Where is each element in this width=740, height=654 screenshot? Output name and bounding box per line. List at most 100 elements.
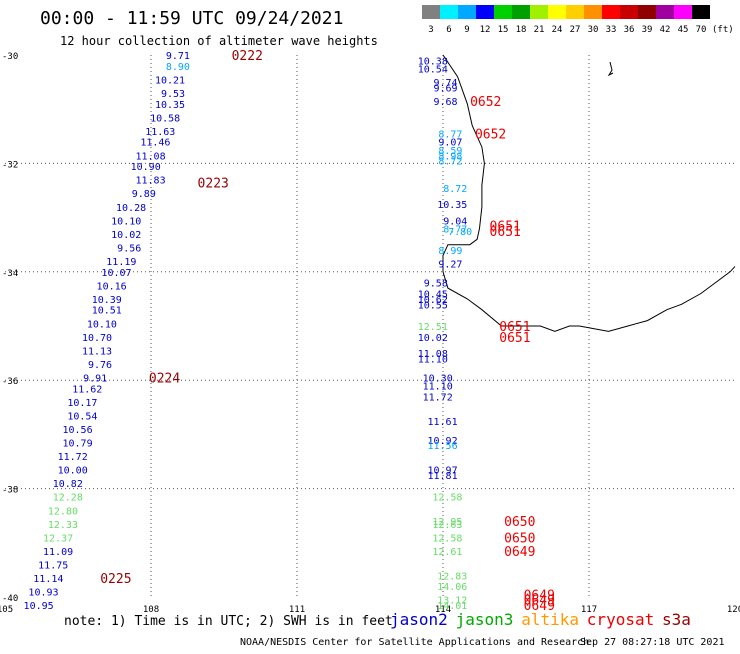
wave-height-label: 10.79 [62,439,92,450]
y-tick-label: -38 [2,486,18,496]
pass-time-label: 0652 [475,128,506,143]
y-tick-label: -32 [2,160,18,170]
color-scale-label: 18 [516,25,527,35]
wave-height-label: 11.13 [82,346,112,357]
color-swatch [566,5,584,19]
wave-height-label: 10.02 [418,333,448,344]
y-tick-label: -36 [2,377,18,387]
pass-time-label: 0651 [490,225,521,240]
wave-height-label: 11.56 [427,441,457,452]
wave-height-label: 10.07 [101,268,131,279]
footer-note: note: 1) Time is in UTC; 2) SWH is in fe… [64,614,393,629]
wave-height-label: 11.81 [427,471,457,482]
wave-height-label: 9.53 [161,89,185,100]
x-tick-label: 111 [289,605,305,615]
coastline-path [442,54,736,332]
wave-height-label: 10.10 [111,216,141,227]
color-swatch [620,5,638,19]
wave-height-label: 12.83 [437,571,467,582]
wave-height-label: 11.63 [145,127,175,138]
wave-height-label: 11.62 [72,384,102,395]
legend-entry: jason2 [390,610,448,629]
wave-height-label: 10.51 [92,306,122,317]
wave-height-label: 14.06 [437,582,467,593]
color-swatch [656,5,674,19]
color-swatch [512,5,530,19]
color-scale-label: 36 [624,25,635,35]
wave-height-label: 12.28 [53,493,83,504]
pass-time-label: 0650 [504,531,535,546]
wave-height-label: 13.12 [437,596,467,607]
color-swatch [440,5,458,19]
legend: jason2 jason3 altika cryosat s3a [390,610,691,629]
pass-time-label: 0651 [490,220,521,235]
color-swatch [638,5,656,19]
wave-height-label: 10.56 [62,425,92,436]
wave-height-label: 10.93 [28,588,58,599]
wave-height-label: 9.89 [132,189,156,200]
color-swatch [548,5,566,19]
legend-entry: jason3 [456,610,514,629]
wave-height-label: 10.54 [67,411,97,422]
wave-height-label: 11.72 [423,392,453,403]
wave-height-label: 9.56 [117,243,141,254]
wave-height-label: 9.76 [88,360,112,371]
color-swatch [674,5,692,19]
color-scale: 3 6 9 12 15 18 21 24 27 30 33 36 39 42 45 70 [422,5,710,35]
color-scale-label: 3 [428,25,433,35]
wave-height-label: 10.82 [53,479,83,490]
wave-height-label: 14.01 [437,601,467,612]
pass-time-label: 0649 [524,588,555,603]
pass-time-label: 0225 [100,572,131,587]
grid-lines [5,55,735,597]
wave-height-label: 8.98 [438,151,462,162]
wave-height-label: 12.33 [48,520,78,531]
color-scale-label: 42 [660,25,671,35]
wave-height-label: 9.74 [434,78,458,89]
wave-height-label: 10.92 [427,436,457,447]
wave-height-label: 10.17 [67,398,97,409]
wave-height-label: 11.08 [418,349,448,360]
wave-height-label: 8.90 [166,62,190,73]
pass-time-label: 0652 [470,95,501,110]
pass-time-label: 0222 [232,49,263,64]
y-tick-label: -30 [2,52,18,62]
color-swatch [584,5,602,19]
pass-time-label: 0224 [149,371,180,386]
wave-height-label: 9.04 [443,216,467,227]
wave-height-label: 12.37 [43,533,73,544]
legend-entry: s3a [662,610,691,629]
wave-height-label: 8.59 [438,146,462,157]
wave-height-label: 11.83 [135,176,165,187]
x-tick-label: 120 [727,605,740,615]
wave-height-label: 10.00 [58,466,88,477]
color-scale-unit: (ft) [712,25,734,35]
plot-area: 105 108 111 114 117 120 -30 -32 -34 -36 -38 -40 9.7… [0,49,740,615]
wave-height-label: 9.69 [434,84,458,95]
axis-tick-labels: 105 108 111 114 117 120 -30 -32 -34 -36 -38 -40 [0,52,740,615]
footer-generated: Sep 27 08:27:18 UTC 2021 [580,637,725,648]
wave-height-label: 10.45 [418,289,448,300]
pass-time-label: 0651 [499,320,530,335]
pass-time-label: 0649 [504,545,535,560]
color-scale-label: 9 [464,25,469,35]
data-labels: 9.718.9010.219.5310.3510.5811.6311.4611.… [24,51,473,612]
wave-height-label: 11.10 [418,355,448,366]
wave-height-label: 12.63 [432,520,462,531]
color-scale-label: 39 [642,25,653,35]
color-scale-label: 33 [606,25,617,35]
color-swatch [692,5,710,19]
wave-height-label: 9.58 [424,279,448,290]
wave-height-label: 11.61 [427,417,457,428]
pass-time-label: 0649 [524,599,555,614]
color-swatch [476,5,494,19]
wave-height-label: 12.58 [432,533,462,544]
wave-height-label: 11.09 [43,547,73,558]
wave-height-label: 10.21 [155,75,185,86]
chart-subtitle: 12 hour collection of altimeter wave hei… [60,34,378,48]
color-swatch [422,5,440,19]
pass-time-label: 0651 [499,331,530,346]
pass-time-label: 0649 [524,594,555,609]
wave-height-label: 11.75 [38,560,68,571]
